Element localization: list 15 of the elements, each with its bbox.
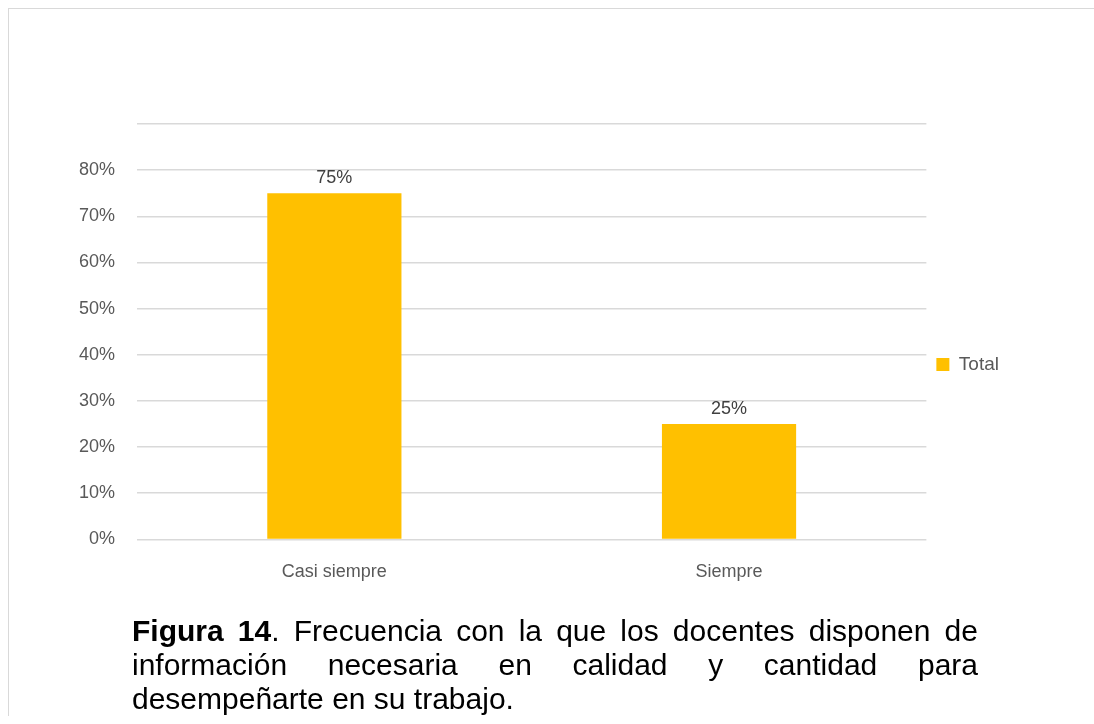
- y-tick-label: 60%: [79, 251, 116, 272]
- x-tick-label: Siempre: [695, 561, 763, 582]
- data-label: 75%: [316, 167, 353, 188]
- x-tick-label: Casi siempre: [281, 561, 387, 582]
- y-tick-label: 0%: [89, 528, 116, 549]
- y-tick-label: 70%: [79, 205, 116, 226]
- y-tick-label: 40%: [79, 343, 116, 364]
- y-tick-label: 80%: [79, 159, 116, 180]
- legend-label: Total: [958, 352, 1000, 374]
- y-tick-label: 20%: [79, 436, 116, 457]
- y-tick-label: 30%: [79, 389, 116, 410]
- y-tick-label: 50%: [79, 297, 116, 318]
- data-label: 25%: [711, 397, 748, 418]
- y-tick-label: 10%: [79, 482, 116, 503]
- text: Figura 14. Frecuencia con la que los docentes disponen de información necesaria en calidad y cantidad para desempeñarte en su trabajo.: [132, 614, 978, 715]
